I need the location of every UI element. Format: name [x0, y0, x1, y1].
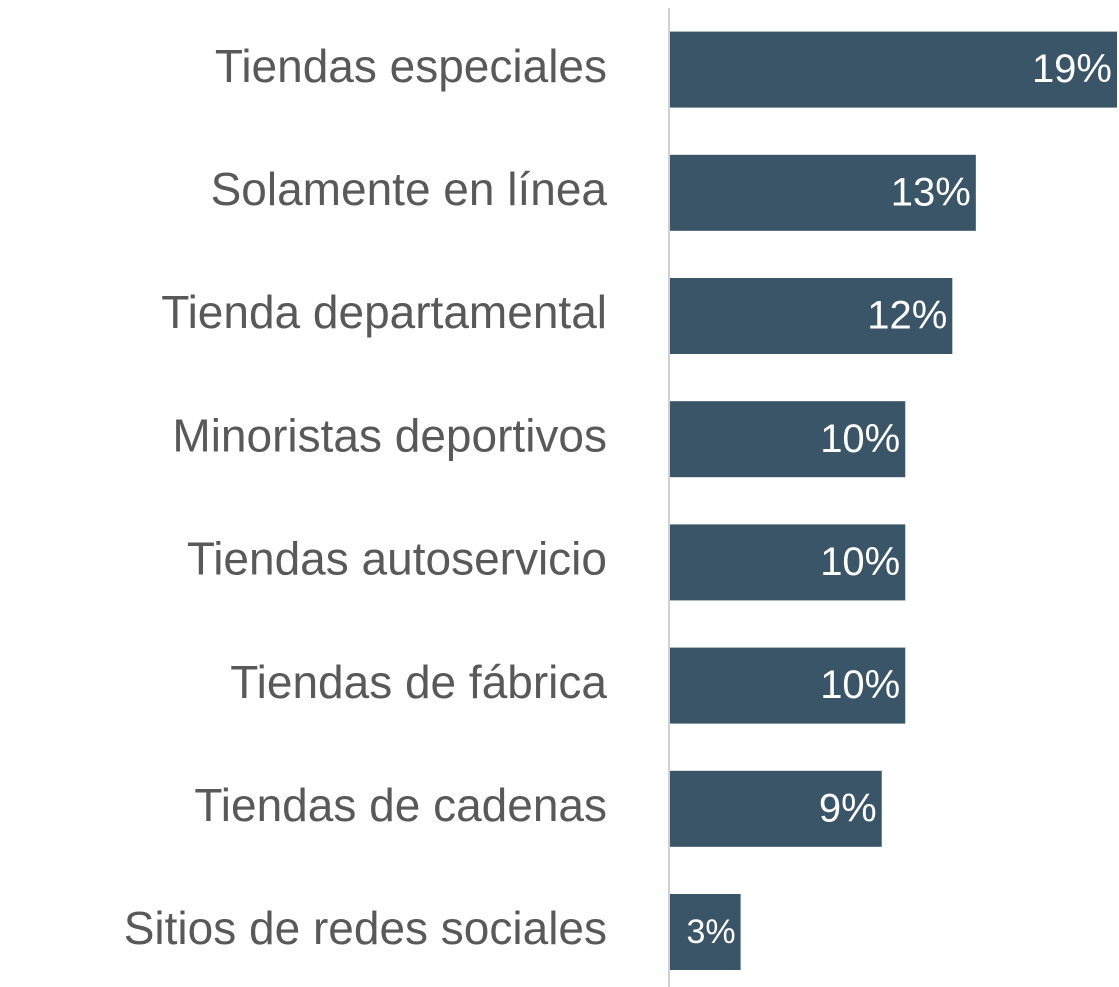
value-label: 10%: [820, 417, 900, 461]
category-label: Sitios de redes sociales: [124, 902, 607, 954]
category-label: Tiendas autoservicio: [187, 533, 607, 585]
bar: [670, 894, 741, 970]
value-label: 12%: [867, 294, 947, 338]
value-label: 3%: [686, 913, 735, 951]
category-label: Solamente en línea: [211, 163, 608, 215]
category-label: Tiendas especiales: [215, 40, 607, 92]
bar: [670, 770, 882, 847]
bar: [670, 31, 1117, 108]
bar: [670, 154, 976, 231]
category-label: Minoristas deportivos: [172, 409, 607, 461]
category-label: Tienda departamental: [161, 286, 607, 338]
value-label: 19%: [1032, 47, 1112, 91]
value-label: 10%: [820, 540, 900, 584]
value-label: 13%: [891, 170, 971, 214]
bar: [670, 401, 906, 478]
value-label: 9%: [819, 786, 877, 830]
bar: [670, 647, 906, 724]
bar: [670, 278, 953, 354]
category-label: Tiendas de cadenas: [194, 779, 607, 831]
value-label: 10%: [820, 663, 900, 707]
category-label: Tiendas de fábrica: [230, 656, 607, 708]
bar: [670, 524, 906, 601]
